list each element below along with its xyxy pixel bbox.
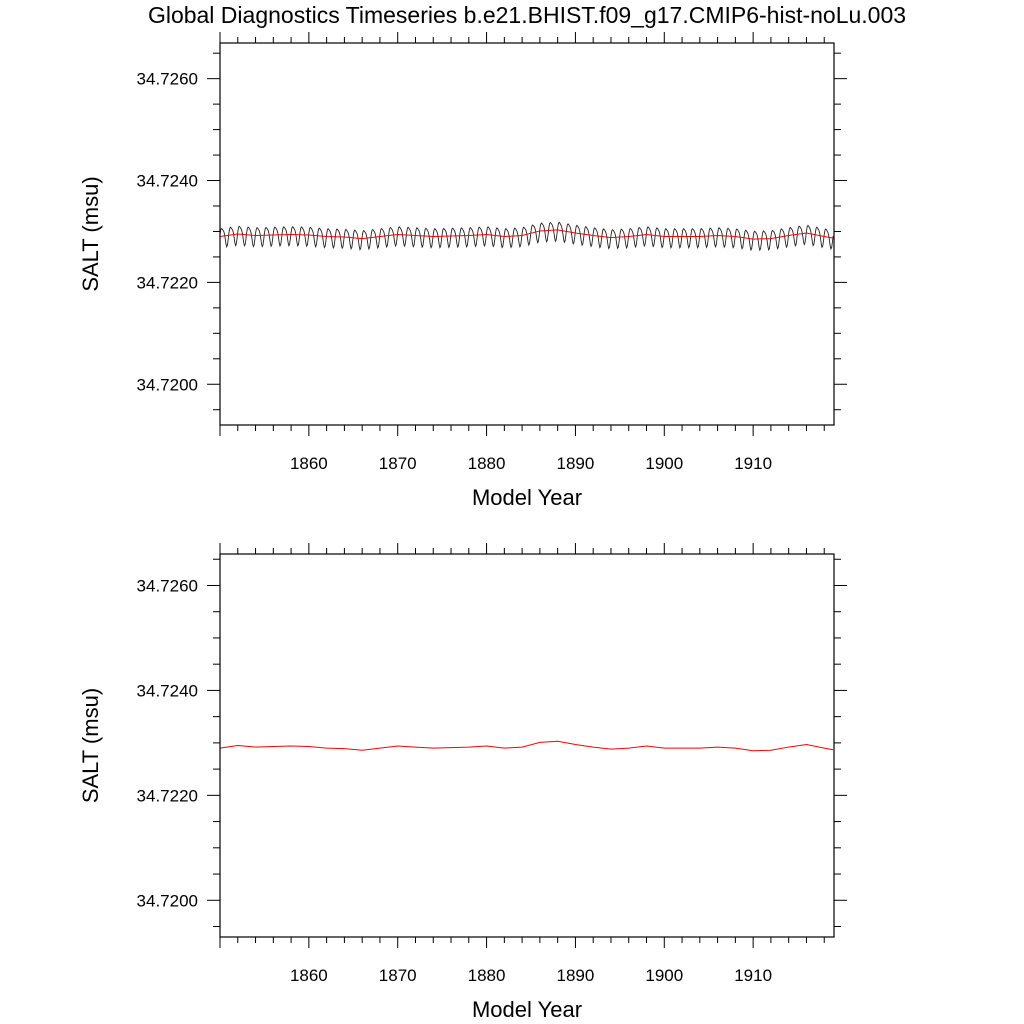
- annual-mean-salt-series-line: [219, 740, 834, 752]
- x-tick-label: 1910: [734, 454, 772, 473]
- plot-frame: [219, 42, 835, 426]
- y-tick-label: 34.7200: [137, 375, 198, 394]
- x-tick-label: 1860: [290, 454, 328, 473]
- x-tick-label: 1880: [468, 966, 506, 985]
- y-tick-label: 34.7240: [137, 172, 198, 191]
- x-tick-label: 1870: [379, 966, 417, 985]
- y-tick-label: 34.7240: [137, 681, 198, 700]
- y-tick-label: 34.7200: [137, 891, 198, 910]
- figure-title: Global Diagnostics Timeseries b.e21.BHIS…: [148, 2, 906, 28]
- top-panel: 1860 1870 1880 1890 1900 1910 34.7200 34.7220 34…: [78, 32, 847, 510]
- y-tick-label: 34.7260: [137, 70, 198, 89]
- x-tick-label: 1860: [290, 966, 328, 985]
- x-tick-label: 1880: [468, 454, 506, 473]
- annual-mean-salt-series-line: [219, 229, 834, 240]
- x-axis-label: Model Year: [472, 997, 582, 1022]
- x-tick-label: 1910: [734, 966, 772, 985]
- x-tick-label: 1890: [557, 454, 595, 473]
- x-tick-label: 1900: [645, 454, 683, 473]
- monthly-salt-series-line: [219, 221, 834, 252]
- plot-frame: [219, 553, 835, 938]
- y-axis-label: SALT (msu): [78, 176, 103, 291]
- y-tick-label: 34.7220: [137, 786, 198, 805]
- x-tick-label: 1870: [379, 454, 417, 473]
- x-tick-label: 1900: [645, 966, 683, 985]
- y-tick-label: 34.7260: [137, 576, 198, 595]
- bottom-panel: 1860 1870 1880 1890 1900 1910 34.7200 34.7220 34…: [78, 543, 847, 1022]
- x-tick-label: 1890: [557, 966, 595, 985]
- y-axis-label: SALT (msu): [78, 688, 103, 803]
- y-tick-label: 34.7220: [137, 273, 198, 292]
- x-axis-label: Model Year: [472, 485, 582, 510]
